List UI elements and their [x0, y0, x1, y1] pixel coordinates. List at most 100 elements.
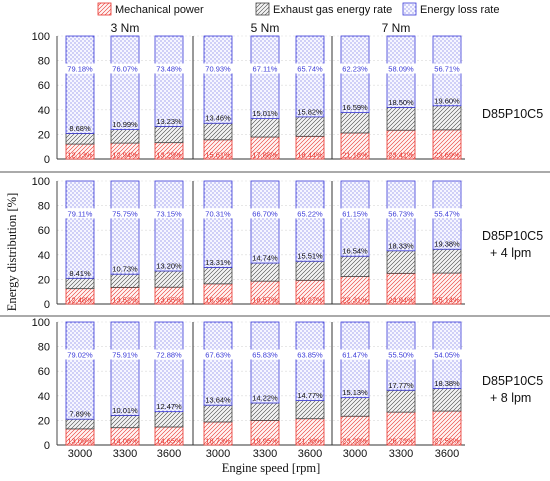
- data-label-background: [295, 63, 325, 74]
- bar-segment-loss: [154, 321, 184, 413]
- bar-segment-exhaust: [250, 118, 280, 138]
- bar-segment-exhaust: [65, 277, 95, 290]
- data-label-background: [340, 349, 370, 360]
- panel-label-3-line1: D85P10C5: [482, 374, 543, 388]
- data-label-mechanical: 24.94%: [388, 296, 414, 305]
- data-label-mechanical: 19.95%: [252, 437, 278, 446]
- data-label-background: [295, 208, 325, 219]
- y-tick-label: 80: [38, 342, 50, 354]
- y-tick-label: 80: [38, 56, 50, 68]
- y-tick-label: 80: [38, 201, 50, 213]
- data-label-exhaust: 17.77%: [388, 381, 414, 390]
- data-label-background: [386, 349, 416, 360]
- bar-segment-exhaust: [432, 248, 462, 274]
- bar-segment-loss: [65, 321, 95, 420]
- panel-2: 0 20 40 60 80 100 12.48% 8.41% 79.11% 13.52% 10.73…: [32, 176, 465, 311]
- data-label-mechanical: 21.18%: [342, 151, 368, 160]
- bar-segment-loss: [154, 180, 184, 272]
- bar-segment-exhaust: [432, 105, 462, 131]
- y-tick-label: 100: [32, 176, 50, 188]
- data-label-mechanical: 22.31%: [342, 296, 368, 305]
- data-label-loss: 73.48%: [156, 64, 182, 73]
- data-label-background: [432, 349, 462, 360]
- data-label-loss: 79.18%: [67, 64, 93, 73]
- data-label-exhaust: 16.59%: [342, 103, 368, 112]
- data-label-loss: 56.73%: [388, 209, 414, 218]
- bar-segment-loss: [110, 321, 140, 416]
- bar-segment-exhaust: [110, 129, 140, 144]
- legend-label-mechanical: Mechanical power: [115, 4, 204, 16]
- data-label-loss: 65.83%: [252, 350, 278, 359]
- legend-swatch-exhaust: [255, 2, 270, 16]
- bar-segment-loss: [250, 35, 280, 119]
- bar-segment-mechanical: [386, 272, 416, 305]
- data-label-exhaust: 8.41%: [69, 269, 91, 278]
- y-tick-label: 0: [44, 154, 50, 166]
- data-label-background: [250, 349, 280, 360]
- data-label-mechanical: 14.08%: [112, 437, 138, 446]
- y-tick-label: 0: [44, 299, 50, 311]
- data-label-exhaust: 12.47%: [156, 402, 182, 411]
- bar-segment-exhaust: [295, 260, 325, 281]
- panel-label-2-line2: + 4 lpm: [490, 246, 531, 260]
- bar-segment-loss: [295, 180, 325, 262]
- x-tick-label: 3600: [157, 448, 181, 460]
- data-label-background: [110, 349, 140, 360]
- bar-segment-loss: [340, 35, 370, 113]
- data-label-background: [154, 349, 184, 360]
- bar-segment-loss: [250, 321, 280, 404]
- bar-segment-exhaust: [340, 112, 370, 134]
- data-label-mechanical: 23.41%: [388, 151, 414, 160]
- torque-label-7nm: 7 Nm: [382, 21, 411, 35]
- data-label-exhaust: 15.51%: [297, 252, 323, 261]
- data-label-mechanical: 23.69%: [434, 151, 460, 160]
- data-label-background: [432, 208, 462, 219]
- data-label-exhaust: 18.38%: [434, 379, 460, 388]
- data-label-background: [110, 63, 140, 74]
- data-label-exhaust: 18.33%: [388, 241, 414, 250]
- data-label-mechanical: 25.14%: [434, 296, 460, 305]
- panel-3: 0 20 40 60 80 100 13.09% 7.89% 79.02% 14.08% 10.01…: [32, 317, 465, 452]
- data-label-background: [65, 208, 95, 219]
- bar-segment-exhaust: [154, 270, 184, 288]
- bar-segment-loss: [65, 35, 95, 134]
- panel-label-3-line2: + 8 lpm: [490, 391, 531, 405]
- data-label-exhaust: 15.82%: [297, 107, 323, 116]
- data-label-mechanical: 17.88%: [252, 151, 278, 160]
- x-tick-label: 3300: [253, 448, 277, 460]
- legend-swatch-mechanical: [97, 2, 112, 16]
- bar-segment-mechanical: [295, 418, 325, 446]
- bar-segment-mechanical: [432, 129, 462, 160]
- data-label-mechanical: 16.38%: [205, 296, 231, 305]
- data-label-background: [340, 63, 370, 74]
- data-label-background: [154, 63, 184, 74]
- data-label-exhaust: 19.38%: [434, 240, 460, 249]
- data-label-background: [154, 208, 184, 219]
- data-label-exhaust: 7.89%: [69, 410, 91, 419]
- data-label-loss: 58.09%: [388, 64, 414, 73]
- y-tick-label: 20: [38, 129, 50, 141]
- bar-segment-loss: [110, 180, 140, 275]
- bar-segment-loss: [340, 180, 370, 257]
- data-label-background: [203, 349, 233, 360]
- legend: Mechanical power Exhaust gas energy rate…: [97, 2, 499, 16]
- data-label-loss: 63.85%: [297, 350, 323, 359]
- data-label-loss: 73.15%: [156, 209, 182, 218]
- bar-segment-loss: [65, 180, 95, 279]
- bar-segment-exhaust: [295, 116, 325, 137]
- bar-segment-exhaust: [340, 397, 370, 417]
- legend-swatch-loss: [402, 2, 417, 16]
- x-tick-labels: 3000 3300 3600 3000 3300 3600 3000 3300 3600: [68, 448, 459, 460]
- data-label-loss: 65.74%: [297, 64, 323, 73]
- data-label-loss: 55.50%: [388, 350, 414, 359]
- data-label-mechanical: 21.38%: [297, 437, 323, 446]
- y-tick-label: 0: [44, 440, 50, 452]
- y-tick-label: 60: [38, 225, 50, 237]
- panel-label-1: D85P10C5: [482, 107, 543, 121]
- bar-segment-loss: [250, 180, 280, 264]
- data-label-loss: 72.88%: [156, 350, 182, 359]
- data-label-background: [295, 349, 325, 360]
- data-label-background: [386, 63, 416, 74]
- data-label-mechanical: 13.65%: [156, 296, 182, 305]
- data-label-mechanical: 18.57%: [252, 296, 278, 305]
